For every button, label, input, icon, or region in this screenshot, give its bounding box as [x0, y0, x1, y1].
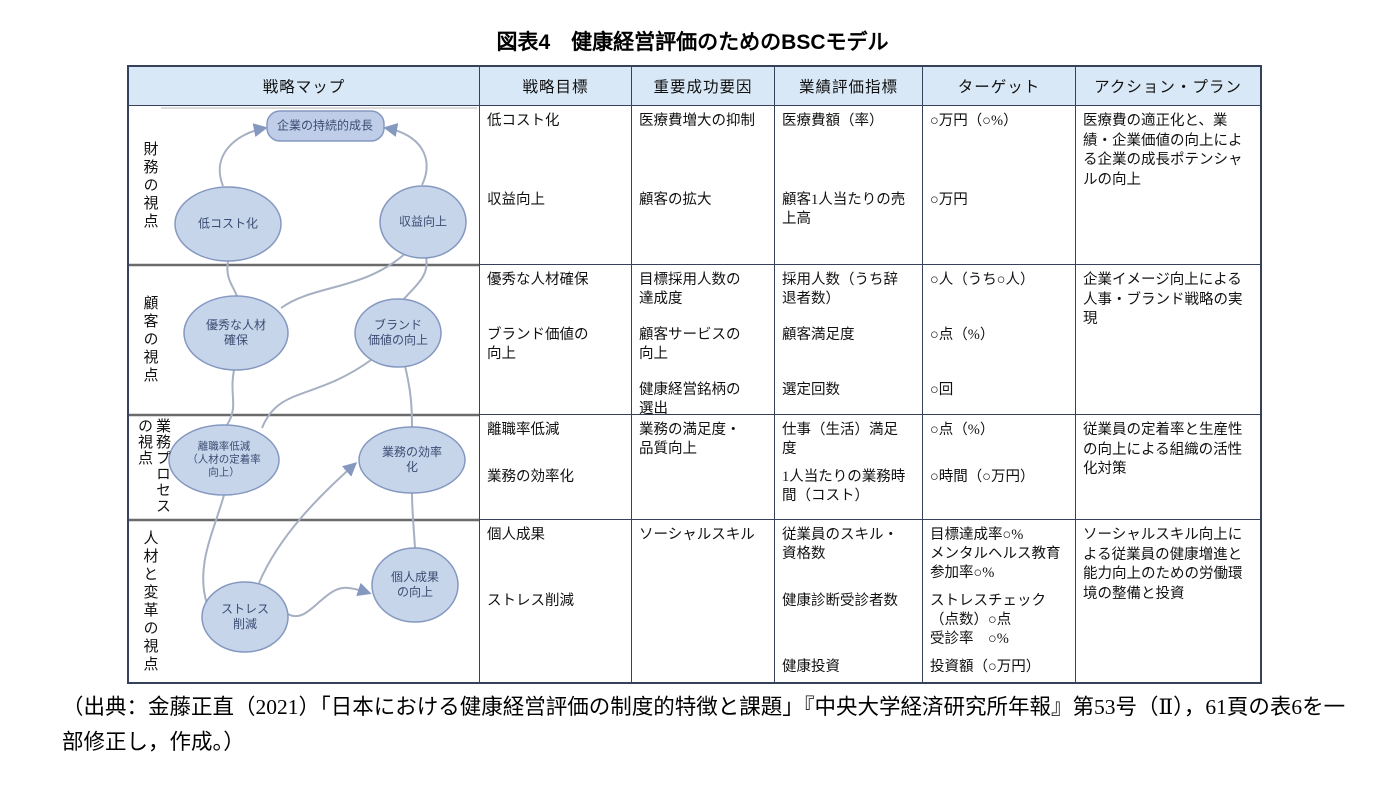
cell-financial-factors: 医療費増大の抑制 顧客の拡大 — [631, 105, 774, 264]
header-target: ターゲット — [922, 67, 1075, 105]
cell-customer-factors: 目標採用人数の 達成度 顧客サービスの 向上 健康経営銘柄の 選出 — [631, 264, 774, 417]
header-kpi: 業績評価指標 — [774, 67, 922, 105]
cell-customer-indicators: 採用人数（うち辞 退者数） 顧客満足度 選定回数 — [774, 264, 922, 414]
cell-hr-targets: 目標達成率○% メンタルヘルス教育 参加率○% ストレスチェック （点数）○点 受… — [922, 519, 1075, 682]
cell-hr-goals: 個人成果 ストレス削減 — [479, 519, 631, 682]
cell-financial-action: 医療費の適正化と、業績・企業価値の向上による企業の成長ポテンシャルの向上 — [1075, 105, 1260, 264]
cell-hr-indicators: 従業員のスキル・ 資格数 健康診断受診者数 健康投資 — [774, 519, 922, 682]
strategy-map-cell: 財務の視点 顧客の視点 業務プロセスの視点 人材と変革の視点 企業の持続的成長 … — [129, 105, 479, 682]
header-strategy-map: 戦略マップ — [129, 67, 479, 105]
cell-process-factors: 業務の満足度・ 品質向上 — [631, 414, 774, 519]
cell-customer-targets: ○人（うち○人） ○点（%） ○回 — [922, 264, 1075, 414]
header-action-plan: アクション・プラン — [1075, 67, 1260, 105]
page-title: 図表4 健康経営評価のためのBSCモデル — [496, 31, 889, 54]
cell-process-indicators: 仕事（生活）満足 度 1人当たりの業務時 間（コスト） — [774, 414, 922, 519]
source-citation: （出典：金藤正直（2021）「日本における健康経営評価の制度的特徴と課題」『中央… — [62, 695, 1346, 754]
strategy-map-diagram — [129, 107, 479, 653]
cell-financial-indicators: 医療費額（率） 顧客1人当たりの売 上高 — [774, 105, 922, 264]
row-label-process-perspective: 業務プロセスの視点 — [136, 418, 170, 514]
row-label-financial-perspective: 財務の視点 — [141, 141, 158, 231]
cell-process-goals: 離職率低減 業務の効率化 — [479, 414, 631, 519]
cell-hr-factors: ソーシャルスキル — [631, 519, 774, 682]
cell-hr-action: ソーシャルスキル向上による従業員の健康増進と能力向上のための労働環境の整備と投資 — [1075, 519, 1260, 682]
bsc-table: 戦略マップ 戦略目標 重要成功要因 業績評価指標 ターゲット アクション・プラン — [127, 65, 1262, 684]
cell-customer-action: 企業イメージ向上による人事・ブランド戦略の実現 — [1075, 264, 1260, 414]
row-label-hr-perspective: 人材と変革の視点 — [141, 530, 158, 674]
header-strategy-goal: 戦略目標 — [479, 67, 631, 105]
header-success-factor: 重要成功要因 — [631, 67, 774, 105]
cell-financial-targets: ○万円（○%） ○万円 — [922, 105, 1075, 264]
cell-customer-goals: 優秀な人材確保 ブランド価値の 向上 — [479, 264, 631, 414]
cell-process-action: 従業員の定着率と生産性の向上による組織の活性化対策 — [1075, 414, 1260, 519]
cell-financial-goals: 低コスト化 収益向上 — [479, 105, 631, 264]
cell-process-targets: ○点（%） ○時間（○万円） — [922, 414, 1075, 519]
row-label-customer-perspective: 顧客の視点 — [141, 295, 158, 385]
